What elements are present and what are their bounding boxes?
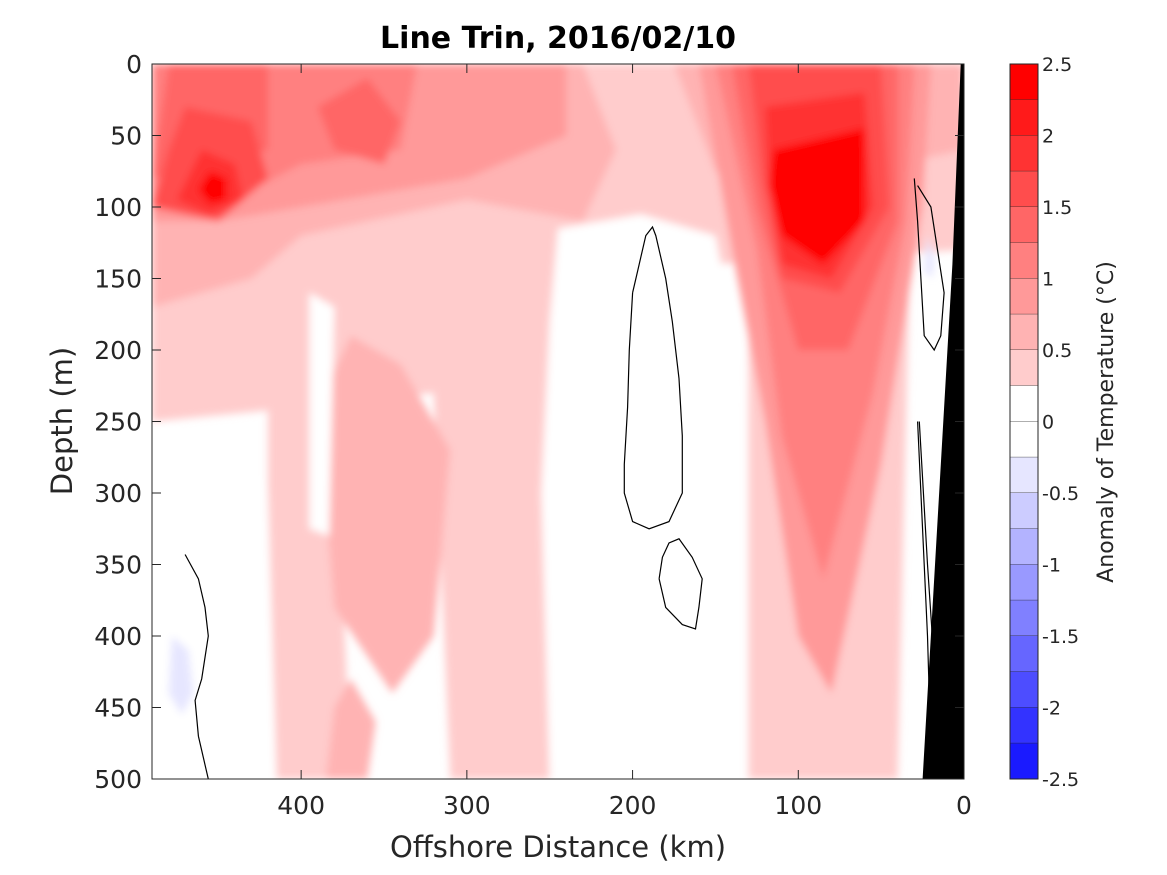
colorbar-tick-label: -2 [1042, 698, 1061, 720]
colorbar-segment [1010, 207, 1038, 243]
colorbar-segment [1010, 171, 1038, 207]
colorbar-segment [1010, 707, 1038, 744]
colorbar-segment [1010, 64, 1038, 100]
x-tick-label: 200 [609, 791, 657, 820]
y-axis-ticks: 0 50 100 150 200 250 300 350 400 450 500 [94, 50, 964, 794]
x-axis-ticks: 400 300 200 100 0 [277, 64, 972, 820]
colorbar-segment [1010, 242, 1038, 279]
zero-contour-2 [658, 538, 703, 630]
colorbar-segment [1010, 350, 1038, 386]
colorbar-segment [1010, 564, 1038, 601]
plot-area [152, 64, 964, 779]
zero-contour-1 [623, 225, 683, 530]
anomaly-region-7 [317, 335, 451, 694]
anomaly-fills [152, 64, 964, 779]
anomaly-region-14 [317, 78, 401, 165]
x-tick-label: 0 [956, 791, 972, 820]
y-tick-label: 300 [94, 479, 142, 508]
zero-contour-3 [184, 554, 209, 779]
anomaly-region-26 [168, 636, 194, 715]
anomaly-region-22 [541, 214, 732, 779]
y-tick-label: 150 [94, 265, 142, 294]
x-tick-label: 100 [774, 791, 822, 820]
colorbar-tick-label: -1.5 [1042, 626, 1079, 648]
colorbar-tick-label: -0.5 [1042, 483, 1079, 505]
chart-title: Line Trin, 2016/02/10 [380, 21, 736, 56]
colorbar-segment [1010, 457, 1038, 493]
x-tick-label: 300 [443, 791, 491, 820]
anomaly-region-20 [198, 171, 227, 205]
colorbar-ticks: 2.5 2 1.5 1 0.5 0 -0.5 -1 -1.5 -2 -2.5 [1042, 54, 1079, 791]
anomaly-region-21 [768, 128, 865, 265]
x-axis-label: Offshore Distance (km) [390, 830, 726, 864]
colorbar-label: Anomaly of Temperature (°C) [1094, 261, 1119, 583]
y-tick-label: 100 [94, 193, 142, 222]
colorbar-frame [1009, 63, 1039, 780]
colorbar-segment [1010, 278, 1038, 315]
colorbar-tick-label: 0.5 [1042, 340, 1072, 362]
colorbar-segment [1010, 493, 1038, 529]
colorbar-tick-label: 1.5 [1042, 197, 1072, 219]
colorbar-tick-label: -1 [1042, 555, 1061, 577]
colorbar-segment [1010, 528, 1038, 565]
colorbar-tick-label: 0 [1042, 412, 1054, 434]
anomaly-region-4 [466, 350, 534, 779]
colorbar-segment [1010, 135, 1038, 172]
y-tick-label: 350 [94, 551, 142, 580]
land-mask [922, 64, 964, 779]
colorbar-segment [1010, 421, 1038, 458]
colorbar-segment [1010, 743, 1038, 779]
y-axis-label: Depth (m) [45, 347, 79, 495]
colorbar-tick-label: 2 [1042, 126, 1054, 148]
colorbar-tick-label: 2.5 [1042, 54, 1072, 76]
anomaly-region-24 [309, 292, 335, 536]
y-tick-label: 400 [94, 622, 142, 651]
y-tick-label: 500 [94, 765, 142, 794]
y-tick-label: 0 [126, 50, 142, 79]
colorbar-segment [1010, 314, 1038, 350]
colorbar-tick-label: -2.5 [1042, 769, 1079, 791]
anomaly-region-27 [924, 235, 935, 279]
colorbar-segment [1010, 600, 1038, 636]
colorbar-segment [1010, 385, 1038, 422]
zero-contour-4 [913, 178, 945, 352]
y-tick-label: 200 [94, 336, 142, 365]
y-tick-label: 250 [94, 408, 142, 437]
land-mask-polygon [922, 64, 964, 779]
colorbar-segment [1010, 671, 1038, 708]
colorbar-segment [1010, 99, 1038, 136]
colorbar [1010, 64, 1038, 780]
y-tick-label: 50 [110, 122, 142, 151]
x-tick-label: 400 [277, 791, 325, 820]
colorbar-tick-label: 1 [1042, 269, 1054, 291]
colorbar-segment [1010, 636, 1038, 672]
anomaly-region-8 [326, 678, 376, 779]
y-tick-label: 450 [94, 694, 142, 723]
